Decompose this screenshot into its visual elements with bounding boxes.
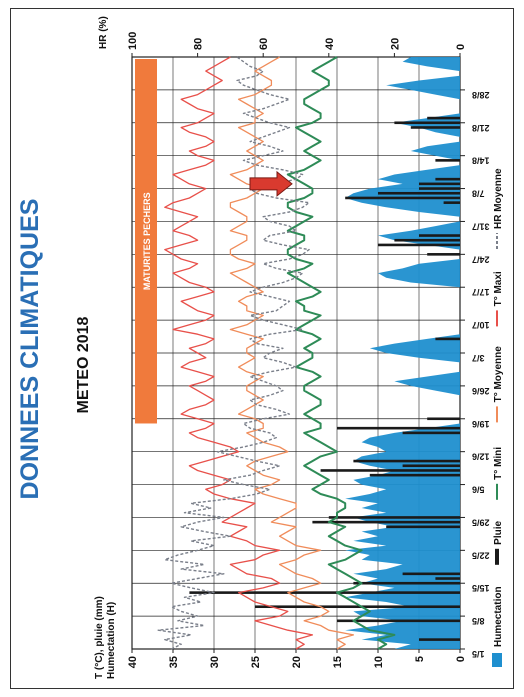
chart-title: DONNEES CLIMATIQUES <box>16 199 44 500</box>
x-tick-label: 8/5 <box>472 616 485 626</box>
y-tick-label-right: 60 <box>258 38 270 50</box>
y-tick-label-left: 20 <box>291 656 303 668</box>
right-axis-title: HR (%) <box>98 16 109 49</box>
pluie-bar <box>353 460 460 463</box>
x-tick-label: 21/8 <box>472 123 490 133</box>
pluie-bar <box>411 126 460 129</box>
pluie-bar <box>419 234 460 237</box>
legend-swatch-humectation <box>492 653 502 667</box>
pluie-bar <box>329 516 460 519</box>
legend-swatch-pluie <box>495 549 499 565</box>
maturites-banner-label: MATURITES PECHERS <box>142 192 152 290</box>
y-tick-label-left: 5 <box>414 656 426 662</box>
y-tick-label-right: 80 <box>193 38 205 50</box>
pluie-bar <box>353 582 460 585</box>
legend-label-hr: HR Moyenne <box>493 168 504 229</box>
x-tick-label: 7/8 <box>472 189 485 199</box>
y-tick-label-left: 35 <box>168 656 180 668</box>
left-axis-title-line1: T (°C), pluie (mm) <box>94 596 105 679</box>
pluie-bar <box>386 526 460 529</box>
y-tick-label-left: 30 <box>209 656 221 668</box>
pluie-bar <box>435 178 460 181</box>
x-tick-label: 5/6 <box>472 485 485 495</box>
y-tick-label-right: 100 <box>127 32 139 50</box>
pluie-bar <box>403 464 460 467</box>
x-tick-label: 10/7 <box>472 320 490 330</box>
x-tick-label: 19/6 <box>472 419 490 429</box>
x-tick-label: 22/5 <box>472 550 490 560</box>
pluie-bar <box>427 417 460 420</box>
pluie-bar <box>394 239 460 242</box>
pluie-bar <box>403 573 460 576</box>
x-tick-label: 15/5 <box>472 583 490 593</box>
y-tick-label-left: 0 <box>455 656 467 662</box>
y-tick-label-right: 20 <box>389 38 401 50</box>
x-tick-label: 26/6 <box>472 386 490 396</box>
pluie-bar <box>419 187 460 190</box>
pluie-bar <box>435 338 460 341</box>
legend-label-tmoy: T° Moyenne <box>493 346 504 403</box>
pluie-bar <box>345 197 460 200</box>
pluie-bar <box>378 192 460 195</box>
y-tick-label-right: 0 <box>455 44 467 50</box>
y-tick-label-left: 40 <box>127 656 139 668</box>
x-tick-label: 12/6 <box>472 452 490 462</box>
pluie-bar <box>419 183 460 186</box>
left-axis-title-line2: Humectation (H) <box>106 602 117 679</box>
pluie-bar <box>435 159 460 162</box>
legend-label-pluie: Pluie <box>493 520 504 544</box>
x-tick-label: 1/5 <box>472 649 485 659</box>
legend-label-tmin: T° Mini <box>493 447 504 480</box>
y-tick-label-left: 10 <box>373 656 385 668</box>
chart-subtitle: METEO 2018 <box>75 316 92 413</box>
legend-label-tmax: T° Maxi <box>493 271 504 306</box>
pluie-bar <box>337 427 460 430</box>
x-tick-label: 14/8 <box>472 156 490 166</box>
pluie-bar <box>321 469 460 472</box>
pluie-bar <box>255 605 460 608</box>
x-tick-label: 17/7 <box>472 287 490 297</box>
x-tick-label: 3/7 <box>472 353 485 363</box>
pluie-bar <box>394 121 460 124</box>
pluie-bar <box>427 253 460 256</box>
x-tick-label: 28/8 <box>472 90 490 100</box>
pluie-bar <box>419 638 460 641</box>
x-tick-label: 29/5 <box>472 517 490 527</box>
y-tick-label-left: 15 <box>332 656 344 668</box>
pluie-bar <box>370 474 460 477</box>
legend: Humectation Pluie T° Mini T° Moyenne T° Maxi… <box>492 168 504 667</box>
plot-area: 1/5 8/5 15/5 22/5 29/5 5/6 12/6 19/6 26/6 3/7 10/7… <box>127 32 490 669</box>
y-tick-label-left: 25 <box>250 656 262 668</box>
pluie-bar <box>427 117 460 120</box>
pluie-bar <box>444 201 460 204</box>
x-tick-label: 31/7 <box>472 221 490 231</box>
pluie-bar <box>435 577 460 580</box>
y-tick-label-right: 40 <box>324 38 336 50</box>
pluie-bar <box>403 432 460 435</box>
pluie-bar <box>378 244 460 247</box>
x-tick-label: 24/7 <box>472 254 490 264</box>
pluie-bar <box>189 591 460 594</box>
legend-label-humectation: Humectation <box>493 586 504 647</box>
